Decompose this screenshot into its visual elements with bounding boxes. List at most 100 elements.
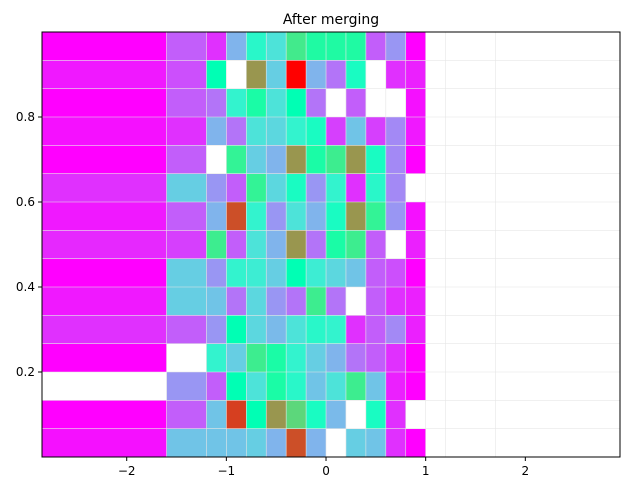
heatmap-cell <box>42 315 167 344</box>
heatmap-cell <box>246 145 267 174</box>
heatmap-cell <box>286 372 307 401</box>
heatmap-cell <box>206 117 227 146</box>
heatmap-cell <box>226 117 247 146</box>
heatmap-cell <box>246 32 267 61</box>
heatmap-cell <box>405 372 426 401</box>
heatmap-cell <box>365 32 386 61</box>
heatmap-cell <box>166 202 207 231</box>
heatmap-cell <box>365 145 386 174</box>
heatmap-cell <box>42 258 167 287</box>
heatmap-cell <box>246 258 267 287</box>
heatmap-cell <box>306 230 327 259</box>
heatmap-cell <box>42 287 167 316</box>
heatmap-cell <box>385 60 406 89</box>
heatmap-cell <box>226 428 247 457</box>
heatmap-cell <box>246 372 267 401</box>
heatmap-cell <box>306 258 327 287</box>
heatmap-cell <box>206 202 227 231</box>
heatmap-cell <box>226 202 247 231</box>
heatmap-cell <box>286 258 307 287</box>
heatmap-cell <box>206 315 227 344</box>
heatmap-cell <box>326 88 346 117</box>
heatmap-cell <box>286 88 307 117</box>
heatmap-cell <box>286 315 307 344</box>
y-tick-label: 0.6 <box>16 195 35 209</box>
heatmap-cell <box>266 117 287 146</box>
y-tick-label: 0.2 <box>16 365 35 379</box>
heatmap-cell <box>365 258 386 287</box>
heatmap-cell <box>345 428 366 457</box>
heatmap-cell <box>266 287 287 316</box>
heatmap-cell <box>306 202 327 231</box>
heatmap-cell <box>246 60 267 89</box>
axes: −2 −1 0 1 2 0.2 0.4 0.6 0.8 <box>16 31 621 478</box>
heatmap-cell <box>365 117 386 146</box>
heatmap-cell <box>365 287 386 316</box>
heatmap-cell <box>166 173 207 202</box>
heatmap-cell <box>42 400 167 429</box>
heatmap-cell <box>266 400 287 429</box>
heatmap-cell <box>286 428 307 457</box>
heatmap-cell <box>365 230 386 259</box>
heatmap-cell <box>385 428 406 457</box>
x-tick-label: −1 <box>218 464 236 478</box>
heatmap-cell <box>405 88 426 117</box>
heatmap-cell <box>226 315 247 344</box>
heatmap-cell <box>405 117 426 146</box>
y-tick-label: 0.8 <box>16 110 35 124</box>
heatmap-cell <box>42 372 167 401</box>
heatmap-cells <box>42 32 426 457</box>
heatmap-cell <box>385 315 406 344</box>
heatmap-cell <box>206 60 227 89</box>
heatmap-cell <box>326 287 346 316</box>
heatmap-cell <box>385 400 406 429</box>
heatmap-cell <box>246 287 267 316</box>
heatmap-cell <box>306 117 327 146</box>
heatmap-cell <box>286 287 307 316</box>
heatmap-cell <box>226 400 247 429</box>
heatmap-cell <box>206 88 227 117</box>
heatmap-cell <box>385 145 406 174</box>
heatmap-cell <box>385 117 406 146</box>
heatmap-cell <box>166 117 207 146</box>
heatmap-cell <box>345 173 366 202</box>
heatmap-cell <box>266 32 287 61</box>
heatmap-cell <box>42 32 167 61</box>
heatmap-cell <box>405 173 426 202</box>
heatmap-cell <box>42 230 167 259</box>
heatmap-cell <box>206 145 227 174</box>
heatmap-cell <box>345 230 366 259</box>
heatmap-cell <box>326 258 346 287</box>
heatmap-cell <box>286 173 307 202</box>
heatmap-cell <box>345 315 366 344</box>
heatmap-cell <box>306 287 327 316</box>
heatmap-cell <box>326 173 346 202</box>
heatmap-cell <box>306 88 327 117</box>
heatmap-cell <box>206 287 227 316</box>
heatmap-cell <box>365 428 386 457</box>
heatmap-cell <box>306 400 327 429</box>
heatmap-cell <box>306 60 327 89</box>
x-tick-label: 0 <box>322 464 330 478</box>
heatmap-cell <box>385 230 406 259</box>
heatmap-cell <box>42 60 167 89</box>
x-tick-label: 1 <box>422 464 430 478</box>
heatmap-cell <box>306 173 327 202</box>
heatmap-cell <box>385 88 406 117</box>
heatmap-cell <box>266 202 287 231</box>
heatmap-cell <box>266 230 287 259</box>
heatmap-cell <box>246 400 267 429</box>
heatmap-cell <box>306 145 327 174</box>
heatmap-cell <box>166 32 207 61</box>
plot-frame <box>41 31 621 458</box>
heatmap-cell <box>266 372 287 401</box>
heatmap-cell <box>405 202 426 231</box>
heatmap-cell <box>345 60 366 89</box>
heatmap-cell <box>266 258 287 287</box>
heatmap-cell <box>246 315 267 344</box>
heatmap-cell <box>206 32 227 61</box>
heatmap-cell <box>226 258 247 287</box>
heatmap-cell <box>206 428 227 457</box>
heatmap-cell <box>226 173 247 202</box>
